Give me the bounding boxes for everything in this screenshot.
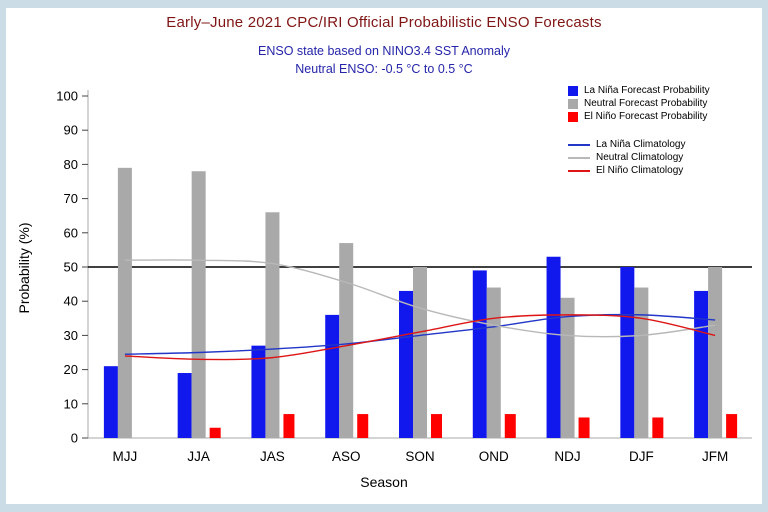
bar-2-JJA bbox=[209, 427, 221, 438]
y-tick-label: 10 bbox=[64, 396, 78, 411]
neutral-bar-swatch bbox=[568, 98, 578, 109]
elnino-bar-swatch bbox=[568, 111, 578, 122]
x-tick-label: NDJ bbox=[554, 449, 580, 464]
legend-label: El Niño Climatology bbox=[596, 165, 684, 176]
legend-item-lanina-forecast: La Niña Forecast Probability bbox=[568, 84, 760, 97]
bar-0-OND bbox=[472, 270, 487, 438]
bar-1-JAS bbox=[265, 212, 280, 438]
bar-0-MJJ bbox=[103, 366, 118, 438]
bar-1-JJA bbox=[191, 171, 206, 439]
x-tick-label: JJA bbox=[187, 449, 210, 464]
elnino-line-swatch bbox=[568, 169, 590, 172]
y-tick-label: 50 bbox=[64, 260, 78, 275]
bar-0-JFM bbox=[694, 290, 709, 438]
legend-item-neutral-climatology: Neutral Climatology bbox=[568, 151, 760, 164]
bar-1-DJF bbox=[634, 287, 649, 438]
chart-subtitle-1: ENSO state based on NINO3.4 SST Anomaly bbox=[258, 44, 510, 58]
legend-item-elnino-forecast: El Niño Forecast Probability bbox=[568, 110, 760, 123]
x-tick-label: JFM bbox=[702, 449, 728, 464]
y-tick-label: 100 bbox=[56, 89, 78, 104]
bar-0-SON bbox=[399, 290, 413, 438]
bar-1-SON bbox=[413, 267, 427, 438]
bar-1-ASO bbox=[339, 243, 354, 438]
bar-2-JAS bbox=[283, 414, 295, 438]
y-tick-label: 0 bbox=[71, 431, 78, 446]
chart-subtitle-2: Neutral ENSO: -0.5 °C to 0.5 °C bbox=[295, 62, 473, 76]
chart-title: Early–June 2021 CPC/IRI Official Probabi… bbox=[166, 14, 602, 31]
y-axis-title: Probability (%) bbox=[16, 222, 32, 314]
legend-label: La Niña Climatology bbox=[596, 139, 686, 150]
y-tick-label: 20 bbox=[64, 362, 78, 377]
bar-1-OND bbox=[486, 287, 501, 438]
y-tick-label: 90 bbox=[64, 123, 78, 138]
lanina-line-swatch bbox=[568, 143, 590, 146]
bar-0-ASO bbox=[325, 314, 340, 438]
bar-2-JFM bbox=[726, 414, 738, 438]
legend-label: El Niño Forecast Probability bbox=[584, 111, 708, 122]
x-tick-label: JAS bbox=[260, 449, 285, 464]
legend-label: Neutral Forecast Probability bbox=[584, 98, 708, 109]
legend-item-neutral-forecast: Neutral Forecast Probability bbox=[568, 97, 760, 110]
chart-canvas: 0 10 20 30 40 50 60 70 80 90 100 MJJ JJA JAS ASO SON OND… bbox=[56, 89, 752, 464]
bar-2-ASO bbox=[357, 414, 369, 438]
legend: La Niña Forecast Probability Neutral For… bbox=[568, 84, 760, 177]
bar-2-DJF bbox=[652, 417, 664, 438]
bar-1-MJJ bbox=[117, 167, 132, 438]
bar-2-OND bbox=[504, 414, 516, 438]
x-tick-label: MJJ bbox=[113, 449, 138, 464]
climatology-line-0 bbox=[124, 313, 716, 355]
y-tick-label: 30 bbox=[64, 328, 78, 343]
climatology-line-2 bbox=[124, 314, 716, 361]
legend-group-gap bbox=[568, 123, 760, 138]
bar-2-NDJ bbox=[578, 417, 590, 438]
x-tick-label: DJF bbox=[629, 449, 654, 464]
bar-0-JAS bbox=[251, 345, 266, 438]
x-axis-title: Season bbox=[360, 474, 408, 490]
lanina-bar-swatch bbox=[568, 85, 578, 96]
x-tick-label: ASO bbox=[332, 449, 361, 464]
x-tick-label: SON bbox=[405, 449, 434, 464]
legend-label: Neutral Climatology bbox=[596, 152, 684, 163]
y-tick-label: 70 bbox=[64, 191, 78, 206]
legend-label: La Niña Forecast Probability bbox=[584, 85, 710, 96]
bar-0-JJA bbox=[177, 373, 192, 438]
neutral-line-swatch bbox=[568, 156, 590, 159]
bar-0-NDJ bbox=[546, 256, 561, 438]
bar-2-SON bbox=[431, 414, 442, 438]
y-tick-label: 60 bbox=[64, 225, 78, 240]
y-tick-label: 80 bbox=[64, 157, 78, 172]
bar-0-DJF bbox=[620, 267, 635, 438]
legend-item-lanina-climatology: La Niña Climatology bbox=[568, 138, 760, 151]
y-tick-label: 40 bbox=[64, 294, 78, 309]
chart-card: Early–June 2021 CPC/IRI Official Probabi… bbox=[6, 8, 762, 504]
x-tick-label: OND bbox=[479, 449, 509, 464]
bar-1-JFM bbox=[708, 267, 723, 438]
climatology-line-1 bbox=[124, 259, 716, 338]
legend-item-elnino-climatology: El Niño Climatology bbox=[568, 164, 760, 177]
bar-1-NDJ bbox=[560, 297, 575, 438]
